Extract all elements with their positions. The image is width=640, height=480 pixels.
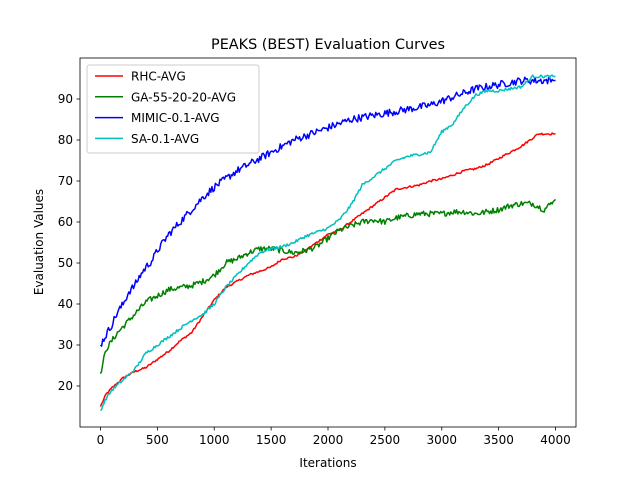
y-tick-label: 60 (58, 215, 73, 229)
y-tick-label: 80 (58, 133, 73, 147)
series-line-sa-0-1-avg (99, 74, 556, 412)
y-tick-label: 90 (58, 92, 73, 106)
axes: 0 500 1000 1500 2000 2500 3000 3500 4000 20 30 40 50… (58, 57, 577, 447)
x-tick-label: 4000 (540, 433, 571, 447)
legend-label: GA-55-20-20-AVG (131, 90, 236, 104)
x-tick-label: 1000 (199, 433, 230, 447)
legend-label: MIMIC-0.1-AVG (131, 111, 220, 125)
y-tick-label: 40 (58, 297, 73, 311)
legend: RHC-AVG GA-55-20-20-AVG MIMIC-0.1-AVG SA-0.… (86, 64, 260, 154)
series-line-mimic-0-1-avg (99, 76, 556, 347)
legend-label: SA-0.1-AVG (131, 132, 199, 146)
y-tick-label: 70 (58, 174, 73, 188)
series-line-rhc-avg (99, 132, 556, 407)
legend-box (86, 64, 260, 154)
x-tick-label: 3000 (426, 433, 457, 447)
y-axis-title: Evaluation Values (32, 189, 46, 295)
x-tick-label: 3500 (483, 433, 514, 447)
y-tick-label: 20 (58, 379, 73, 393)
y-tick-label: 50 (58, 256, 73, 270)
x-axis-title: Iterations (299, 456, 356, 470)
x-tick-label: 500 (146, 433, 169, 447)
series-line-ga-55-20-20-avg (99, 198, 557, 375)
plot-area (99, 74, 557, 412)
chart-title: PEAKS (BEST) Evaluation Curves (211, 37, 445, 53)
x-tick-label: 0 (97, 433, 105, 447)
y-tick-label: 30 (58, 338, 73, 352)
legend-label: RHC-AVG (131, 70, 186, 84)
x-tick-label: 2000 (313, 433, 344, 447)
x-tick-label: 1500 (256, 433, 287, 447)
x-tick-label: 2500 (370, 433, 401, 447)
